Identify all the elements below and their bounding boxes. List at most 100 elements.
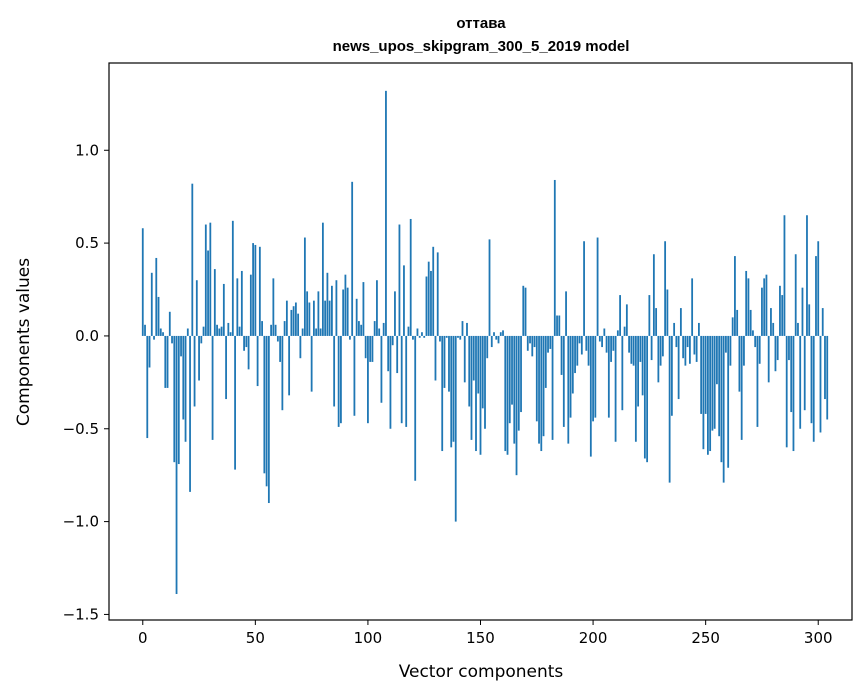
bar [725, 335, 727, 353]
y-tick-label: −0.5 [63, 420, 99, 438]
bar [824, 335, 826, 400]
bar [688, 335, 691, 364]
bar [153, 335, 155, 340]
bar [434, 335, 437, 381]
bar [499, 332, 502, 336]
bar [495, 335, 498, 340]
bar [423, 335, 426, 338]
bar [403, 265, 405, 336]
bar [529, 335, 531, 344]
bar [254, 244, 257, 336]
bar [245, 335, 248, 348]
bar [817, 241, 820, 336]
bar [321, 222, 324, 336]
bar [209, 222, 212, 336]
bar [378, 328, 381, 336]
bar [808, 304, 811, 336]
bar [182, 335, 185, 420]
bar [738, 335, 741, 392]
y-tick-label: −1.5 [63, 605, 99, 623]
bar [504, 335, 507, 452]
bar [240, 270, 243, 336]
bar [328, 300, 331, 336]
bar [761, 287, 763, 336]
bar [450, 335, 453, 448]
bar [603, 328, 606, 336]
bar [308, 302, 311, 336]
bar [779, 285, 781, 336]
bar [511, 335, 513, 405]
bar [141, 228, 144, 336]
bar [781, 295, 784, 336]
bar [385, 90, 387, 336]
bar [452, 335, 455, 442]
bar [337, 335, 340, 427]
bar [445, 335, 448, 338]
bar [144, 324, 146, 336]
bar [585, 335, 588, 351]
bar [164, 335, 167, 388]
bar [349, 335, 351, 340]
chart-subtitle: news_upos_skipgram_300_5_2019 model [333, 38, 630, 55]
bar [207, 250, 209, 336]
bar [729, 335, 732, 366]
bar [225, 335, 227, 400]
bar [641, 335, 644, 396]
y-tick-label: 1.0 [75, 141, 99, 159]
bar [326, 272, 329, 336]
bar [670, 335, 673, 416]
bar [517, 335, 520, 431]
bar [569, 335, 572, 418]
bar [324, 300, 327, 336]
bar [234, 335, 236, 470]
bar [598, 335, 601, 342]
bar [371, 335, 374, 362]
bar [682, 335, 685, 359]
bar [213, 269, 216, 336]
bar [184, 335, 187, 442]
bar [752, 330, 754, 336]
bar [180, 335, 182, 357]
bar [252, 243, 254, 336]
bar [628, 335, 630, 353]
bar [661, 335, 664, 357]
bar [362, 282, 365, 336]
bar [270, 324, 273, 336]
bar [767, 335, 770, 383]
bar [542, 335, 545, 437]
bar [481, 335, 484, 409]
y-tick-label: −1.0 [63, 513, 99, 531]
bar [526, 335, 529, 351]
bar [398, 224, 401, 336]
bar [454, 335, 457, 522]
bar [265, 335, 268, 487]
bar [601, 335, 603, 348]
bar [186, 328, 189, 336]
bar [171, 335, 173, 344]
bar [743, 335, 745, 366]
bar [707, 335, 709, 455]
bar [189, 335, 191, 492]
bar [297, 313, 300, 336]
bar [256, 335, 259, 387]
bar [792, 335, 795, 452]
bar [394, 291, 396, 336]
bar [812, 335, 815, 442]
x-tick-label: 200 [579, 629, 608, 647]
bar [756, 335, 759, 427]
bar [148, 335, 151, 368]
bar [592, 335, 594, 422]
bar [177, 335, 180, 465]
bar [634, 335, 637, 442]
bar [461, 321, 464, 336]
bar [263, 335, 266, 474]
bar [175, 335, 178, 595]
bar [344, 274, 347, 336]
bar [364, 335, 367, 359]
bar [290, 309, 293, 336]
bar [720, 335, 723, 463]
bar [583, 241, 585, 336]
bar [540, 335, 543, 452]
bar [472, 335, 475, 381]
